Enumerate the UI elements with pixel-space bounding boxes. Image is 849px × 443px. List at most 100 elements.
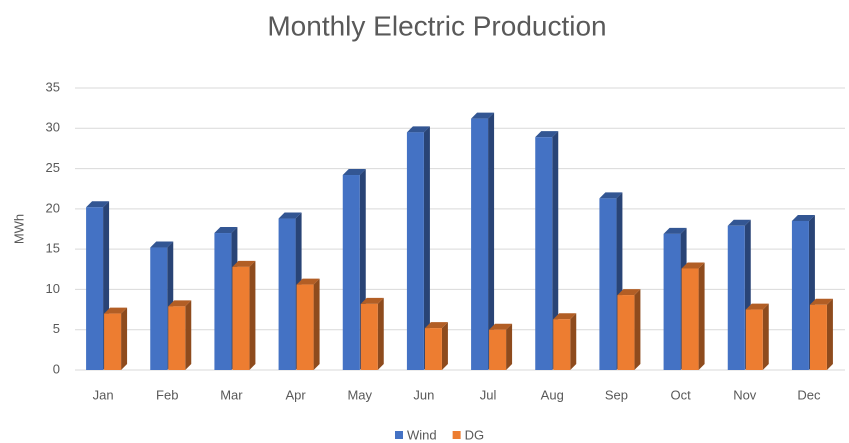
bar <box>232 260 256 370</box>
x-tick-label: Mar <box>220 387 243 402</box>
bar-front <box>791 220 809 370</box>
y-tick-label: 20 <box>46 200 60 215</box>
bar-top <box>791 214 815 221</box>
bar-top <box>296 278 320 285</box>
bar-side <box>441 322 448 370</box>
y-tick-label: 15 <box>46 241 60 256</box>
x-tick-label: Sep <box>605 387 628 402</box>
bar-front <box>232 266 250 370</box>
legend-swatch <box>395 431 403 439</box>
y-tick-label: 30 <box>46 120 60 135</box>
chart-title: Monthly Electric Production <box>267 10 606 41</box>
bar-top <box>342 169 366 176</box>
bar-top <box>535 131 559 138</box>
bar <box>745 303 769 370</box>
x-tick-label: Jun <box>413 387 434 402</box>
bar-front <box>86 207 104 370</box>
bar <box>553 313 577 370</box>
legend-swatch <box>452 431 461 439</box>
bar-front <box>489 329 507 370</box>
bar-front <box>296 284 314 370</box>
bar <box>424 322 448 370</box>
bar-side <box>698 262 705 370</box>
bar-side <box>423 126 430 370</box>
bar-top <box>663 227 687 234</box>
bar-side <box>634 289 641 370</box>
bar-front <box>406 132 424 370</box>
bar-top <box>406 126 430 133</box>
x-tick-label: Oct <box>670 387 691 402</box>
bar-front <box>342 175 360 370</box>
bar-front <box>471 118 489 370</box>
bar-top <box>104 307 128 314</box>
x-tick-label: Dec <box>797 387 821 402</box>
bar <box>681 262 705 370</box>
legend-label: Wind <box>407 427 437 442</box>
bar-side <box>488 112 495 371</box>
bar <box>86 201 110 370</box>
x-tick-label: Nov <box>733 387 757 402</box>
bar-side <box>313 278 320 370</box>
bar-top <box>745 303 769 310</box>
bar-front <box>663 233 681 370</box>
bar-top <box>617 289 641 296</box>
bar-top <box>727 219 751 226</box>
bar-front <box>809 304 827 370</box>
bar <box>617 289 641 370</box>
y-tick-label: 0 <box>53 361 60 376</box>
bar-side <box>185 300 192 370</box>
bar-side <box>826 298 833 370</box>
bar-side <box>249 260 256 370</box>
bar-front <box>535 137 553 370</box>
bar-top <box>471 112 495 119</box>
y-tick-label: 35 <box>46 79 60 94</box>
bar-top <box>489 323 513 330</box>
bar-front <box>278 218 296 370</box>
bar-front <box>214 233 232 370</box>
bar-front <box>681 268 699 370</box>
bar-top <box>150 241 174 248</box>
bar <box>489 323 513 370</box>
x-tick-label: Jan <box>93 387 114 402</box>
bar-top <box>232 260 256 267</box>
bar <box>727 219 751 370</box>
x-tick-label: Feb <box>156 387 178 402</box>
x-tick-label: Jul <box>480 387 497 402</box>
y-tick-label: 5 <box>53 321 60 336</box>
bar-top <box>86 201 110 208</box>
bar-side <box>121 307 128 370</box>
bar-front <box>360 303 378 370</box>
bar-front <box>745 309 763 370</box>
bar <box>535 131 559 370</box>
y-axis-label: MWh <box>11 214 26 244</box>
bar-top <box>168 300 192 307</box>
bar-top <box>553 313 577 320</box>
bar-front <box>424 328 442 370</box>
bar-top <box>214 227 238 234</box>
y-tick-label: 10 <box>46 281 60 296</box>
y-tick-label: 25 <box>46 160 60 175</box>
bar <box>809 298 833 370</box>
bar-side <box>570 313 577 370</box>
bar <box>360 297 384 370</box>
bar-side <box>377 297 384 370</box>
bar-side <box>552 131 559 370</box>
x-tick-label: May <box>347 387 372 402</box>
x-tick-label: Aug <box>541 387 564 402</box>
bar-front <box>104 313 122 370</box>
bar-side <box>506 323 513 370</box>
bar <box>471 112 495 371</box>
bar-top <box>360 297 384 304</box>
bar-top <box>809 298 833 305</box>
bar-front <box>553 319 571 370</box>
bar <box>296 278 320 370</box>
bar-top <box>681 262 705 269</box>
bar-front <box>617 295 635 370</box>
x-tick-label: Apr <box>285 387 306 402</box>
bar-front <box>727 225 745 370</box>
bar <box>104 307 128 370</box>
bar-side <box>762 303 769 370</box>
bar-top <box>278 212 302 219</box>
bar <box>168 300 192 370</box>
